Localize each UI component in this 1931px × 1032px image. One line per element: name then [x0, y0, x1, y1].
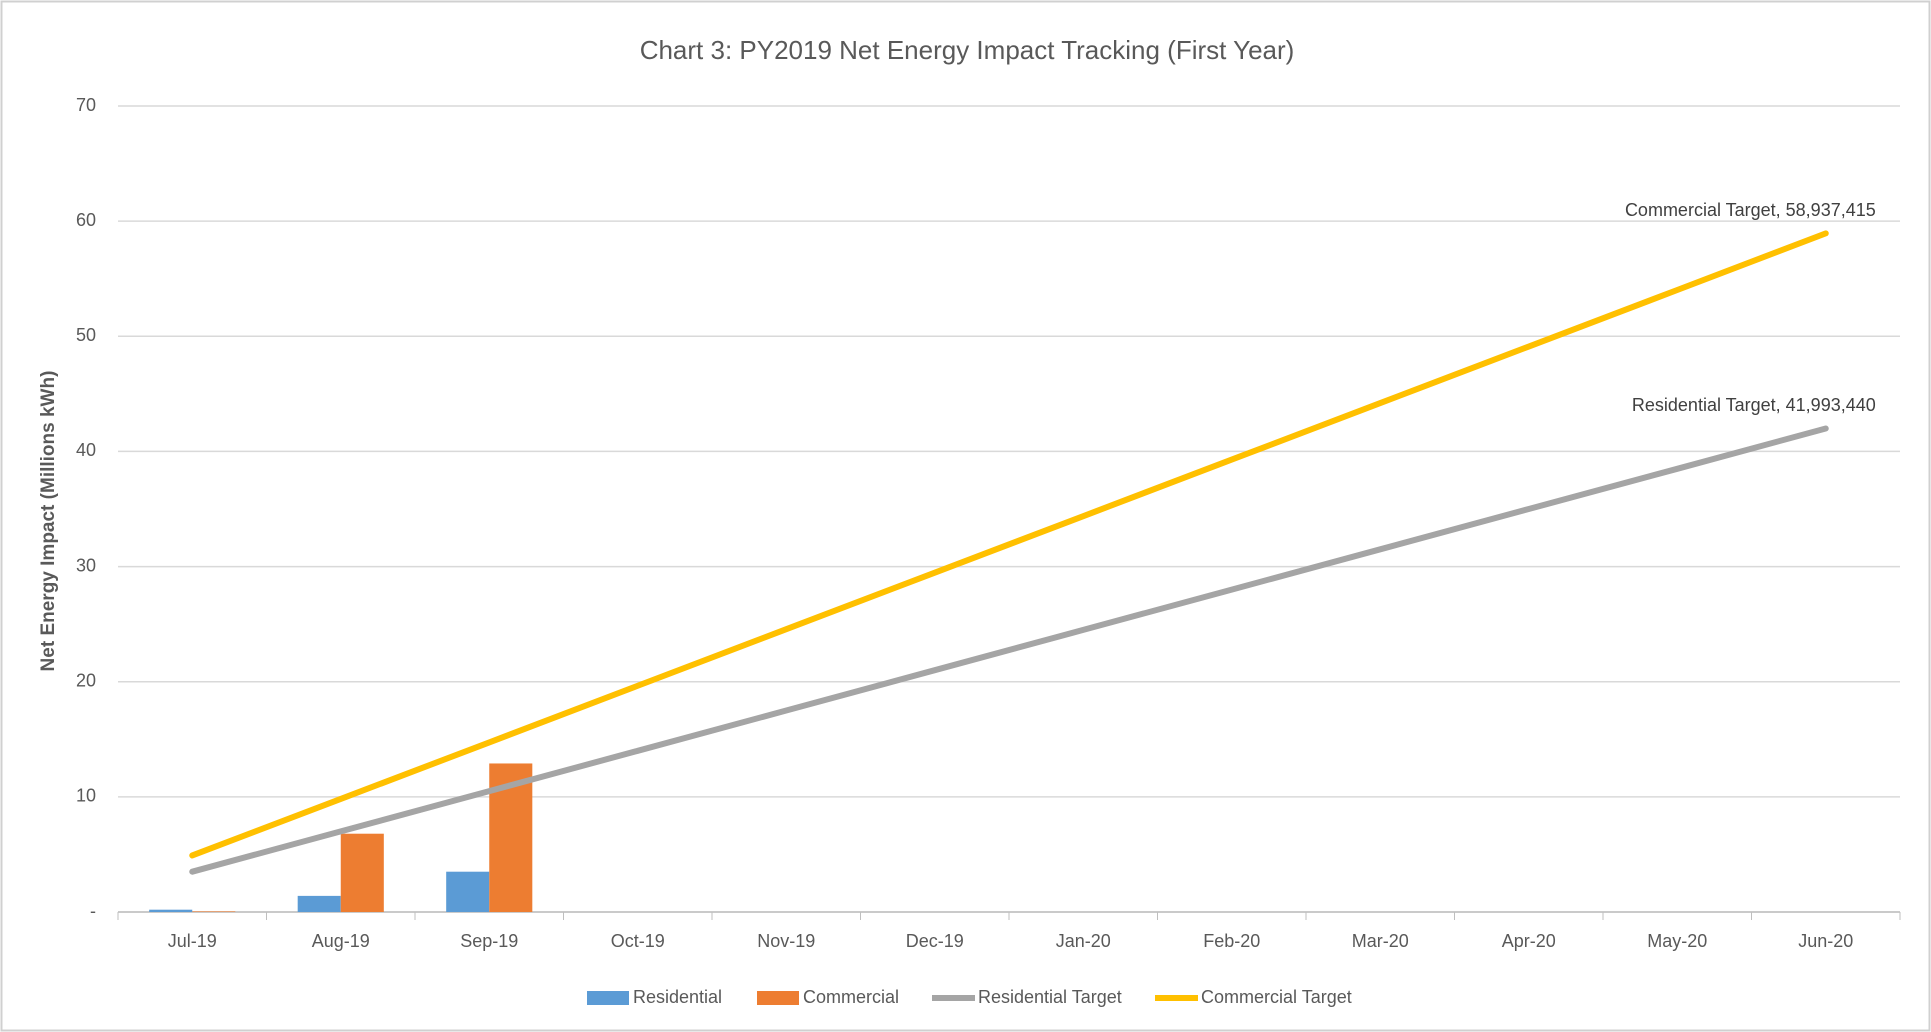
bar [149, 909, 193, 912]
line [189, 425, 1829, 875]
bar [192, 911, 236, 912]
legend-label: Residential [633, 987, 722, 1007]
x-tick-label: Oct-19 [611, 931, 665, 951]
data-label: Residential Target, 41,993,440 [1632, 395, 1876, 415]
y-tick-label: 20 [76, 670, 96, 690]
y-tick-label: 10 [76, 786, 96, 806]
x-tick-label: Nov-19 [757, 931, 815, 951]
x-tick-label: Aug-19 [312, 931, 370, 951]
x-tick-label: Jun-20 [1798, 931, 1853, 951]
x-tick-label: Dec-19 [906, 931, 964, 951]
y-axis-title: Net Energy Impact (Millions kWh) [38, 371, 59, 672]
legend-label: Commercial [803, 987, 899, 1007]
y-tick-label: - [90, 901, 96, 921]
y-tick-label: 30 [76, 555, 96, 575]
y-tick-label: 50 [76, 325, 96, 345]
y-tick-label: 40 [76, 440, 96, 460]
data-label: Commercial Target, 58,937,415 [1625, 200, 1876, 220]
y-tick-label: 60 [76, 210, 96, 230]
x-tick-label: May-20 [1647, 931, 1707, 951]
bar [297, 895, 341, 912]
x-tick-label: Jan-20 [1056, 931, 1111, 951]
legend-label: Commercial Target [1201, 987, 1352, 1007]
x-tick-label: Sep-19 [460, 931, 518, 951]
legend-swatch [757, 991, 799, 1005]
bar [446, 871, 490, 912]
x-tick-label: Mar-20 [1352, 931, 1409, 951]
x-tick-label: Jul-19 [168, 931, 217, 951]
chart-title: Chart 3: PY2019 Net Energy Impact Tracki… [640, 35, 1295, 65]
bar [340, 833, 384, 912]
legend-label: Residential Target [978, 987, 1122, 1007]
x-tick-label: Apr-20 [1502, 931, 1556, 951]
x-tick-label: Feb-20 [1203, 931, 1260, 951]
y-tick-label: 70 [76, 95, 96, 115]
legend-swatch [587, 991, 629, 1005]
line [189, 230, 1829, 859]
